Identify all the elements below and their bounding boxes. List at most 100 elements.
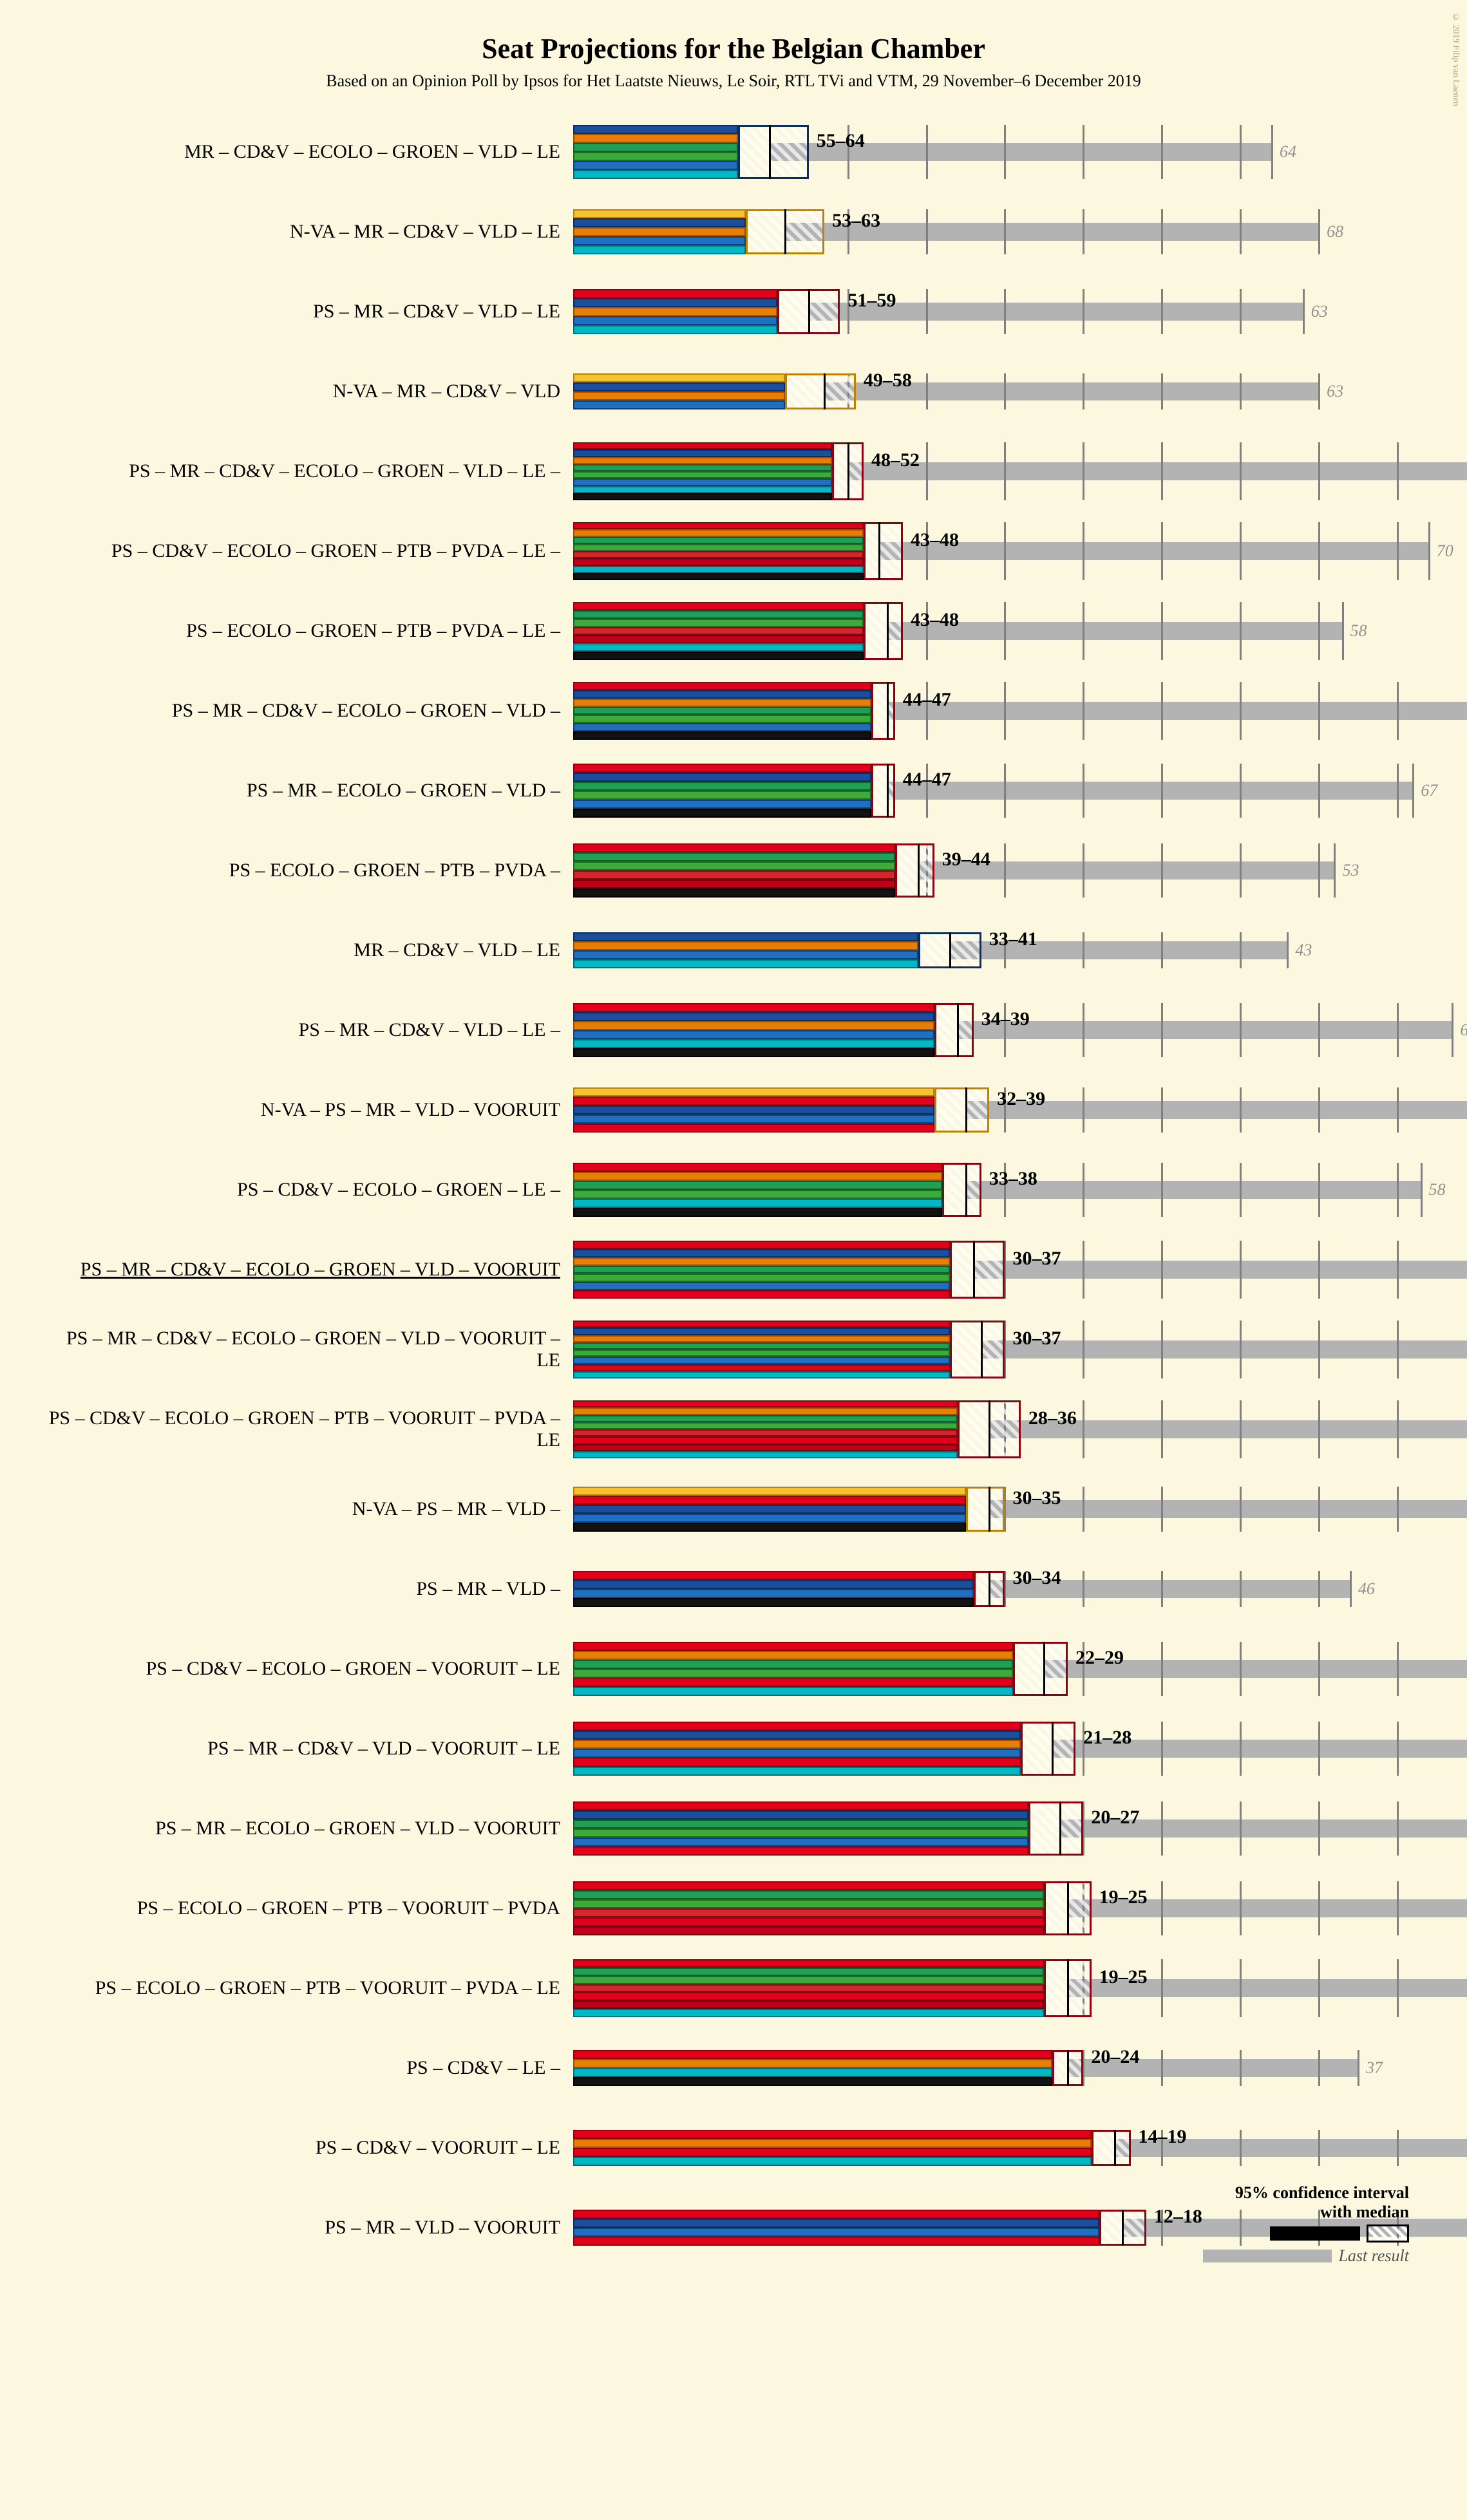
grid-tick [1240, 843, 1242, 898]
grid-tick [1161, 1959, 1163, 2017]
coalition-label: PS – MR – VLD – [45, 1578, 573, 1600]
party-stripe [573, 152, 738, 161]
grid-tick [1161, 1642, 1163, 1696]
party-stripe [573, 1749, 1021, 1758]
grid-tick [1161, 125, 1163, 179]
party-stripe [573, 1731, 1021, 1740]
grid-tick [1161, 1087, 1163, 1133]
party-stripe [573, 627, 864, 635]
grid-tick [1161, 1241, 1163, 1299]
grid-tick [1083, 682, 1084, 740]
legend-swatch-black [1270, 2226, 1360, 2241]
median-line [808, 289, 810, 334]
party-stripe [573, 1968, 1044, 1976]
coalition-row: PS – MR – CD&V – ECOLO – GROEN – VLD –44… [45, 682, 1422, 740]
last-result-end-tick [1271, 125, 1273, 179]
grid-tick [1397, 1722, 1399, 1776]
range-label: 44–47 [903, 769, 951, 791]
median-line [957, 1003, 959, 1057]
grid-tick [1161, 1003, 1163, 1057]
party-stripe [573, 699, 871, 707]
grid-tick [1083, 932, 1084, 968]
coalition-label: PS – CD&V – VOORUIT – LE [45, 2137, 573, 2159]
grid-tick [1318, 602, 1320, 660]
party-stripe [573, 1249, 950, 1257]
party-stripe [573, 170, 738, 179]
coalition-label: PS – ECOLO – GROEN – PTB – VOORUIT – PVD… [45, 1897, 573, 1919]
median-line [1067, 1881, 1069, 1935]
party-stripe [573, 773, 871, 782]
party-stripe [573, 1357, 950, 1364]
party-stripe [573, 941, 918, 950]
last-result-end-tick [1334, 843, 1336, 898]
grid-tick [1161, 1163, 1163, 1217]
party-stripe [573, 791, 871, 800]
party-stripe [573, 800, 871, 809]
party-stripe [573, 2210, 1099, 2219]
range-label: 33–38 [989, 1168, 1037, 1190]
party-stripe [573, 400, 785, 409]
coalition-label: MR – CD&V – VLD – LE [45, 939, 573, 961]
median-line [1122, 2210, 1124, 2246]
party-stack [573, 1801, 1028, 1856]
median-line [1067, 1959, 1069, 2017]
grid-tick [1083, 602, 1084, 660]
party-stack [573, 289, 777, 334]
party-stripe [573, 1048, 934, 1057]
range-label: 21–28 [1083, 1727, 1131, 1749]
range-label: 12–18 [1154, 2206, 1202, 2228]
party-stripe [573, 1163, 942, 1172]
grid-tick [1083, 1487, 1084, 1532]
last-result-value: 63 [1460, 1020, 1467, 1040]
coalition-plot: 30–3446 [573, 1560, 1397, 1618]
party-stripe [573, 2228, 1099, 2237]
party-stripe [573, 1105, 934, 1114]
coalition-row: PS – MR – CD&V – ECOLO – GROEN – VLD – V… [45, 1241, 1422, 1299]
median-line [887, 764, 889, 818]
party-stripe [573, 1881, 1044, 1890]
grid-tick [1318, 1163, 1320, 1217]
party-stripe [573, 2009, 1044, 2017]
confidence-interval [785, 373, 856, 409]
grid-tick [1240, 442, 1242, 500]
party-stripe [573, 218, 746, 227]
range-label: 20–24 [1091, 2046, 1139, 2068]
coalition-plot: 34–3963 [573, 1001, 1397, 1059]
party-stripe [573, 227, 746, 236]
party-stripe [573, 143, 738, 152]
coalition-plot: 55–6464 [573, 123, 1397, 181]
party-stripe [573, 1496, 966, 1505]
coalition-plot: 20–2437 [573, 2039, 1397, 2097]
coalition-row: PS – CD&V – LE –20–2437 [45, 2039, 1422, 2097]
grid-tick [1318, 1003, 1320, 1057]
grid-tick [1004, 125, 1006, 179]
grid-tick [1083, 209, 1084, 254]
party-stripe [573, 1208, 942, 1217]
legend: 95% confidence interval with median Last… [1203, 2183, 1409, 2266]
median-line [965, 1087, 967, 1133]
party-stripe [573, 1436, 958, 1443]
last-result-value: 63 [1311, 302, 1328, 321]
coalition-label: PS – CD&V – ECOLO – GROEN – VOORUIT – LE [45, 1658, 573, 1680]
grid-tick [1161, 2050, 1163, 2086]
median-line [1052, 1722, 1054, 1776]
party-stripe [573, 1030, 934, 1039]
median-line [965, 1163, 967, 1217]
grid-tick [1161, 522, 1163, 580]
coalition-label: PS – MR – CD&V – ECOLO – GROEN – VLD – V… [45, 1328, 573, 1371]
grid-tick [1240, 602, 1242, 660]
coalition-row: PS – CD&V – ECOLO – GROEN – PTB – PVDA –… [45, 522, 1422, 580]
last-result-value: 43 [1295, 941, 1312, 960]
party-stripe [573, 1199, 942, 1208]
last-result-end-tick [1342, 602, 1344, 660]
party-stripe [573, 2139, 1092, 2148]
party-stack [573, 764, 871, 818]
party-stripe [573, 652, 864, 660]
coalition-plot: 39–4453 [573, 842, 1397, 899]
last-result-end-tick [1287, 932, 1289, 968]
party-stack [573, 373, 785, 409]
confidence-interval [864, 522, 903, 580]
grid-tick [1004, 682, 1006, 740]
grid-tick [1083, 1571, 1084, 1607]
grid-tick [1318, 764, 1320, 818]
